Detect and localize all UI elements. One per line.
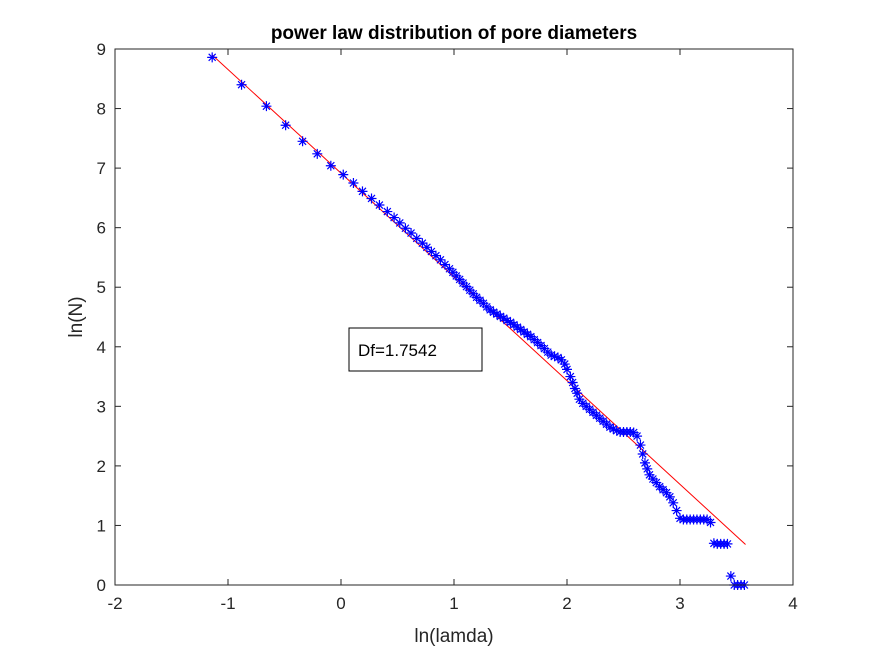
x-axis: -2 -1 0 1 2 3 4 [107,49,798,613]
data-point [207,52,218,63]
data-point [312,148,323,159]
data-point [495,311,506,322]
data-point [394,217,405,228]
data-point [505,317,516,328]
data-point [366,193,377,204]
data-point [430,250,441,261]
x-axis-label: ln(lamda) [414,626,493,647]
data-point [382,206,393,217]
data-point [485,304,496,315]
x-tick-label: 4 [788,594,797,613]
annotation-text: Df=1.7542 [358,341,437,360]
data-point [406,228,417,239]
data-point [632,431,643,442]
data-point [519,326,530,337]
data-point [562,364,572,375]
data-point [338,169,349,180]
annotation-box: Df=1.7542 [348,327,483,372]
y-tick-label: 8 [97,100,106,119]
data-point [502,315,513,326]
data-point [488,307,499,318]
data-point [400,223,411,234]
y-axis-label: ln(N) [66,296,87,337]
data-point [546,350,557,361]
plot-area [115,49,793,585]
x-tick-label: 1 [449,594,458,613]
data-point [559,359,570,370]
x-tick-label: 3 [675,594,684,613]
data-point [508,319,519,330]
data-point [565,371,576,382]
data-point [491,309,502,320]
data-point [569,383,580,394]
y-tick-label: 7 [97,159,106,178]
data-point [435,254,446,265]
data-point [611,425,622,436]
data-point [522,329,533,340]
data-point [661,487,672,498]
data-point [642,463,653,474]
y-tick-label: 1 [97,516,106,535]
y-tick-label: 2 [97,457,106,476]
data-point [439,259,450,270]
scatter-markers [207,52,750,590]
data-point [515,324,526,335]
y-tick-label: 3 [97,397,106,416]
data-point [664,491,675,502]
data-point [498,313,509,324]
data-point [236,79,247,90]
data-point [417,238,428,249]
y-tick-label: 9 [97,40,106,59]
data-point [512,322,523,333]
data-point [671,505,682,516]
y-tick-label: 4 [97,338,106,357]
data-point [651,477,662,488]
x-tick-label: -2 [107,594,122,613]
data-point [549,351,560,362]
data-point [421,242,432,253]
data-point [572,388,583,399]
y-tick-label: 6 [97,219,106,238]
data-point [635,440,646,451]
data-point [411,233,422,244]
data-point [261,101,272,112]
data-point [280,120,291,131]
data-point [357,186,368,197]
data-point [725,571,736,582]
data-point [348,178,359,188]
y-axis: 0 1 2 3 4 5 6 7 8 9 [97,40,793,595]
data-point [426,246,437,257]
data-point [637,448,648,459]
data-point [705,517,716,528]
data-point [374,200,385,211]
data-point [644,469,655,480]
data-point [556,354,567,365]
data-point [567,377,578,388]
data-point [604,422,615,433]
data-point [722,538,733,549]
y-tick-label: 5 [97,278,106,297]
data-point [325,160,336,171]
data-point [552,352,563,363]
chart-title: power law distribution of pore diameters [271,23,637,44]
x-tick-label: 0 [336,594,345,613]
data-point [574,394,585,405]
data-point [668,497,679,508]
data-point [608,423,619,434]
data-point [389,212,400,223]
data-point [639,457,650,468]
x-tick-label: -1 [220,594,235,613]
data-point [297,136,308,147]
x-tick-label: 2 [562,594,571,613]
y-tick-label: 0 [97,576,106,595]
data-point [675,513,685,524]
